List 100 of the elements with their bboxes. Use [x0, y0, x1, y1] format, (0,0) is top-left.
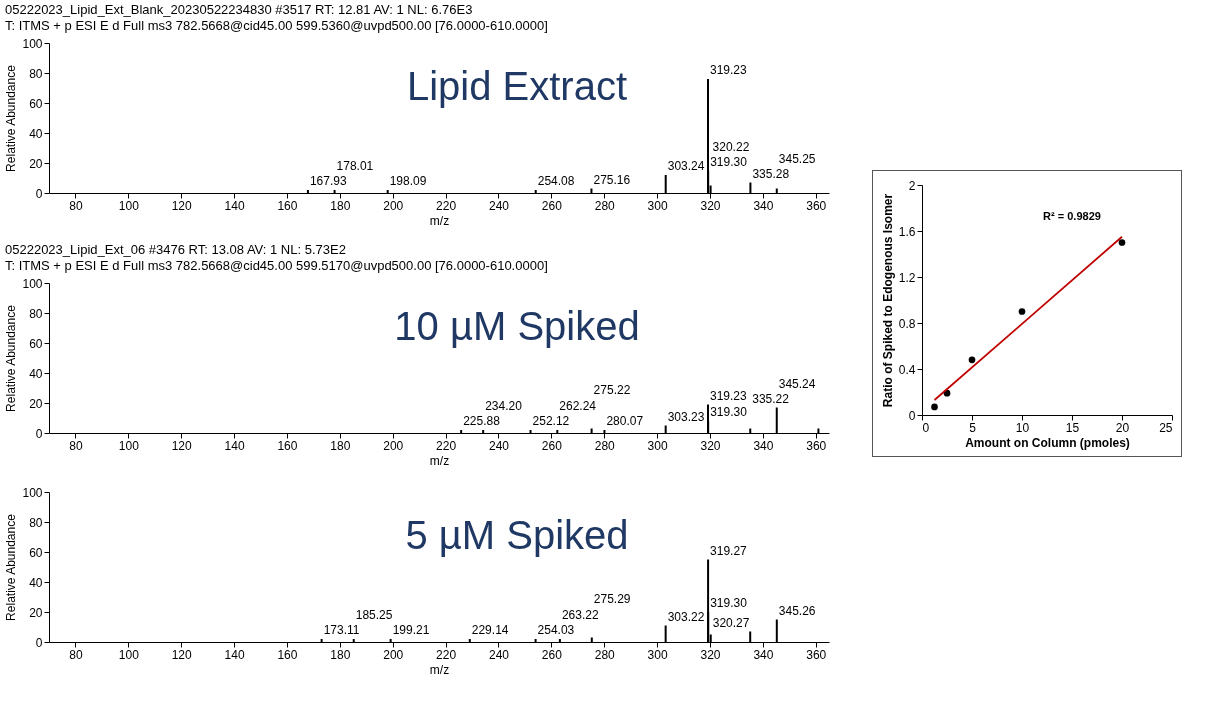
- x-tick-label: 140: [224, 647, 245, 662]
- x-tick-label: 160: [277, 198, 298, 213]
- x-tick-label: 300: [647, 647, 668, 662]
- annotation: 263.22: [561, 608, 599, 622]
- x-tick-label: 20: [1115, 420, 1130, 435]
- annotation: 320.27: [712, 615, 750, 630]
- x-tick-label: 5: [969, 420, 977, 435]
- y-tick-label: 80: [29, 306, 43, 321]
- annotation: 178.01: [336, 159, 374, 173]
- point: [968, 356, 976, 364]
- x-tick-label: 25: [1159, 420, 1173, 435]
- x-tick-label: 140: [224, 438, 245, 453]
- x-tick-label: 200: [383, 647, 404, 662]
- x-tick-label: 120: [171, 647, 193, 662]
- x-tick-label: 260: [541, 438, 563, 453]
- annotation: 319.23: [709, 388, 748, 403]
- y-tick-label: 60: [29, 96, 43, 111]
- x-tick-label: 280: [594, 647, 616, 662]
- y-tick-label: 80: [29, 66, 43, 81]
- annotation: 225.88: [463, 414, 501, 428]
- x-tick-label: 140: [224, 198, 245, 213]
- x-tick-label: 160: [277, 438, 298, 453]
- x-tick-label: 280: [594, 438, 616, 453]
- annotation: 303.23: [667, 409, 705, 424]
- point: [1118, 239, 1126, 246]
- x-tick-label: 320: [700, 438, 721, 453]
- annotation: 234.20: [485, 399, 523, 413]
- y-tick-label: 100: [22, 485, 43, 500]
- x-tick-label: 320: [700, 198, 721, 213]
- annotation: 320.22: [712, 139, 750, 154]
- point: [1018, 308, 1026, 315]
- annotation: 167.93: [309, 174, 347, 188]
- x-tick-label: 260: [541, 198, 563, 213]
- x-tick-label: 340: [753, 198, 774, 213]
- annotation: 345.24: [778, 376, 816, 391]
- annotation: 303.22: [667, 609, 705, 624]
- y-tick-label: 20: [29, 156, 43, 171]
- annotation: 319.30: [710, 154, 748, 169]
- x-tick-label: 360: [806, 198, 827, 213]
- y-tick-label: 60: [29, 336, 43, 351]
- x-axis-title: m/z: [429, 213, 450, 228]
- x-tick-label: 180: [330, 198, 351, 213]
- x-tick-label: 100: [118, 647, 140, 662]
- x-tick-label: 160: [277, 647, 298, 662]
- x-tick-label: 360: [806, 647, 827, 662]
- x-axis-title: m/z: [429, 453, 450, 468]
- y-tick-label: 100: [22, 36, 43, 51]
- y-tick-label: 0: [908, 408, 916, 423]
- x-tick-label: 80: [69, 438, 83, 453]
- x-axis-title: Amount on Column (pmoles): [965, 435, 1130, 450]
- annotation: 319.27: [710, 543, 748, 558]
- annotation: 303.24: [667, 159, 705, 173]
- annotation: 173.11: [323, 623, 360, 637]
- annotation: 319.23: [709, 63, 748, 77]
- x-tick-label: 260: [541, 647, 563, 662]
- annotation: 10 µM Spiked: [394, 304, 640, 348]
- y-tick-label: 1.2: [898, 270, 916, 285]
- annotation: 254.03: [537, 623, 575, 637]
- y-axis-title: Relative Abundance: [4, 64, 19, 172]
- annotation: 335.22: [752, 391, 790, 406]
- annotation: 345.26: [778, 603, 816, 618]
- x-tick-label: 300: [647, 198, 668, 213]
- chart-title: 05222023_Lipid_Ext_06 #3476 RT: 13.08 AV: 1 NL: 5.73E2: [4, 242, 346, 257]
- x-tick-label: 0: [922, 420, 930, 435]
- y-axis-title: Relative Abundance: [4, 304, 19, 412]
- annotation: 262.24: [559, 399, 597, 413]
- annotation: 280.07: [606, 414, 644, 428]
- x-tick-label: 180: [330, 647, 351, 662]
- y-tick-label: 0.8: [898, 316, 916, 331]
- x-tick-label: 15: [1065, 420, 1080, 435]
- chart-title: 05222023_Lipid_Ext_Blank_20230522234830 #3517 RT: 12.81 AV: 1 NL: 6.76E3: [4, 2, 473, 17]
- x-tick-label: 180: [330, 438, 351, 453]
- x-tick-label: 10: [1015, 420, 1030, 435]
- x-tick-label: 340: [753, 647, 774, 662]
- x-axis-title: m/z: [429, 662, 450, 677]
- annotation: 319.30: [710, 596, 748, 610]
- y-axis-title: Relative Abundance: [4, 513, 19, 621]
- x-tick-label: 200: [383, 438, 404, 453]
- y-tick-label: 20: [29, 396, 43, 411]
- y-tick-label: 40: [29, 575, 43, 590]
- annotation: 335.28: [752, 166, 790, 181]
- x-tick-label: 120: [171, 198, 193, 213]
- annotation: 319.30: [710, 405, 748, 419]
- y-tick-label: 2: [908, 178, 916, 193]
- y-tick-label: 0.4: [898, 362, 916, 377]
- annotation: Lipid Extract: [406, 64, 628, 108]
- y-tick-label: 0: [35, 186, 43, 201]
- x-tick-label: 200: [383, 198, 404, 213]
- x-tick-label: 220: [436, 198, 457, 213]
- annotation: 275.22: [593, 382, 631, 397]
- x-tick-label: 120: [171, 438, 193, 453]
- x-tick-label: 240: [488, 198, 510, 213]
- y-tick-label: 100: [22, 276, 43, 291]
- x-tick-label: 100: [118, 198, 140, 213]
- x-tick-label: 220: [436, 647, 457, 662]
- x-tick-label: 240: [488, 438, 510, 453]
- chart-subtitle: T: ITMS + p ESI E d Full ms3 782.5668@cid45.00 599.5170@uvpd500.00 [76.0000-610.0000]: [4, 258, 548, 273]
- annotation: 198.09: [389, 174, 427, 188]
- x-tick-label: 340: [753, 438, 774, 453]
- y-tick-label: 40: [29, 126, 43, 141]
